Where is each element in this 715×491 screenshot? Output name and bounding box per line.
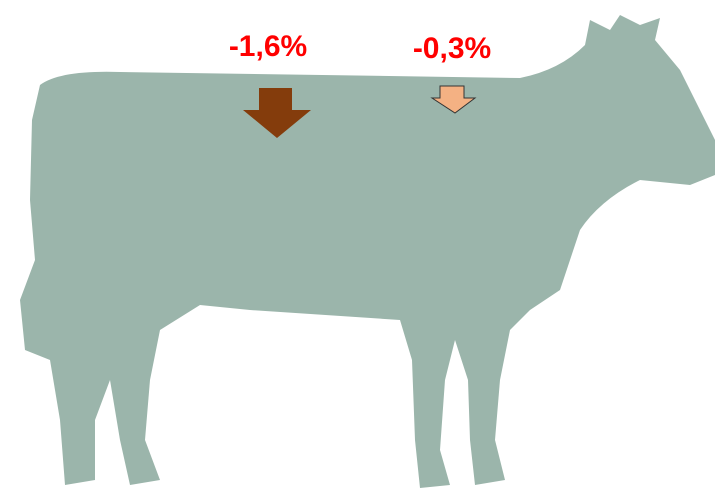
down-arrow-small: [430, 85, 477, 114]
down-arrow-large: [243, 88, 311, 138]
change-label: -1,6%: [229, 30, 307, 63]
cow-silhouette: [20, 15, 715, 488]
change-label: -0,3%: [413, 32, 491, 65]
